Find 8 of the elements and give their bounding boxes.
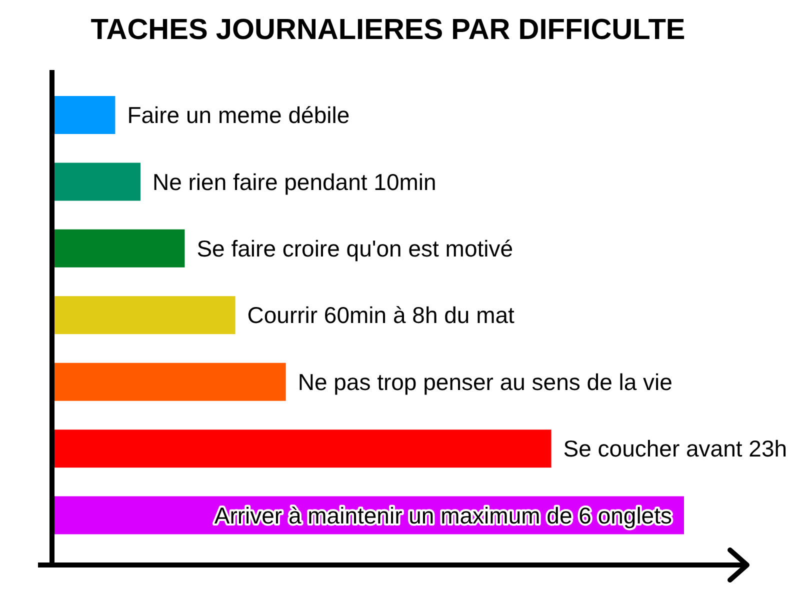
- chart-title: TACHES JOURNALIERES PAR DIFFICULTE: [90, 13, 686, 47]
- y-tick-label: Se coucher avant 23h: [563, 436, 788, 462]
- y-tick-label: Arriver à maintenir un maximum de 6 onglets: [214, 502, 672, 528]
- y-tick-label: Faire un meme débile: [127, 102, 350, 128]
- y-tick-label: Courrir 60min à 8h du mat: [247, 302, 516, 328]
- y-tick-label: Ne rien faire pendant 10min: [152, 168, 436, 195]
- y-tick-label: Ne pas trop penser au sens de la vie: [298, 368, 672, 395]
- y-tick-label: Se faire croire qu'on est motivé: [196, 235, 514, 262]
